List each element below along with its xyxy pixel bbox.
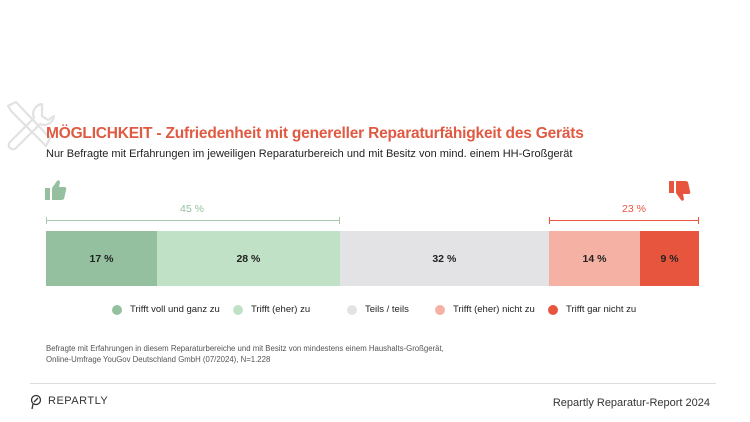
legend-item: Trifft (eher) nicht zu (435, 304, 535, 315)
segment-label: 17 % (89, 252, 114, 265)
bar-segment-teils: 32 % (339, 231, 549, 286)
source-note-line: Online-Umfrage YouGov Deutschland GmbH (… (46, 355, 271, 364)
legend-dot (435, 304, 445, 315)
segment-label: 9 % (660, 252, 679, 265)
legend-item: Trifft voll und ganz zu (112, 304, 220, 315)
positive-total-label: 45 % (180, 203, 204, 215)
repartly-logo-icon (30, 394, 42, 410)
wrench-screwdriver-icon (6, 100, 56, 151)
legend-label: Trifft (eher) zu (251, 304, 311, 315)
bar-segment-eher-nicht: 14 % (548, 231, 641, 286)
chart-title: MÖGLICHKEIT - Zufriedenheit mit generell… (46, 125, 584, 142)
source-note: Befragte mit Erfahrungen in diesem Repar… (46, 343, 444, 365)
footer-divider (30, 383, 716, 384)
bar-segment-eher-zu: 28 % (157, 231, 340, 286)
legend-item: Teils / teils (347, 304, 409, 315)
segment-label: 32 % (432, 252, 457, 265)
source-note-line: Befragte mit Erfahrungen in diesem Repar… (46, 344, 444, 353)
legend-dot (548, 304, 558, 315)
legend-label: Trifft gar nicht zu (566, 304, 637, 315)
thumbs-up-icon (45, 180, 67, 200)
stacked-bar: 17 % 28 % 32 % 14 % 9 % (46, 231, 699, 286)
legend-item: Trifft gar nicht zu (548, 304, 636, 315)
bar-segment-voll: 17 % (46, 231, 157, 286)
legend-label: Trifft (eher) nicht zu (453, 304, 535, 315)
bar-segment-gar-nicht: 9 % (640, 231, 699, 286)
thumbs-down-icon (669, 181, 691, 201)
legend-dot (233, 304, 243, 315)
legend-label: Teils / teils (365, 304, 409, 315)
legend-dot (112, 304, 122, 315)
positive-range-bracket (46, 217, 340, 224)
brand-name: REPARTLY (48, 395, 109, 407)
chart-subtitle: Nur Befragte mit Erfahrungen im jeweilig… (46, 148, 573, 160)
segment-label: 28 % (236, 252, 261, 265)
legend-item: Trifft (eher) zu (233, 304, 310, 315)
legend-dot (347, 304, 357, 315)
legend-label: Trifft voll und ganz zu (130, 304, 220, 315)
negative-range-bracket (548, 217, 700, 224)
segment-label: 14 % (582, 252, 607, 265)
negative-total-label: 23 % (622, 203, 646, 215)
report-title: Repartly Reparatur-Report 2024 (552, 397, 710, 409)
